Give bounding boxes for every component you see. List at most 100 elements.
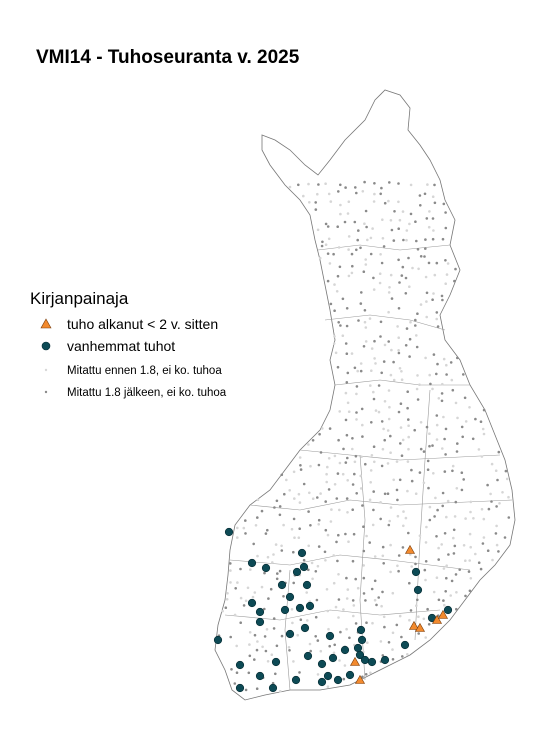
plot-dot <box>424 541 428 544</box>
plot-dot <box>489 492 492 496</box>
plot-dot <box>256 498 260 502</box>
plot-dot <box>389 543 392 547</box>
plot-dot <box>427 225 431 229</box>
plot-dot <box>441 504 445 508</box>
plot-dot <box>311 497 315 501</box>
plot-dot <box>382 615 386 619</box>
plot-dot <box>354 186 357 189</box>
plot-dot <box>424 636 428 639</box>
plot-dot <box>441 237 445 241</box>
old-damage-marker <box>360 655 370 665</box>
old-damage-marker <box>411 567 421 577</box>
plot-dot <box>374 409 378 412</box>
plot-dot <box>450 579 454 583</box>
plot-dot <box>355 385 359 388</box>
plot-dot <box>321 427 324 430</box>
plot-dot <box>324 500 328 503</box>
plot-dot <box>460 488 464 492</box>
plot-dot <box>333 335 336 338</box>
plot-dot <box>424 247 427 250</box>
plot-dot <box>350 352 354 355</box>
plot-dot <box>275 577 279 581</box>
plot-dot <box>242 604 246 607</box>
plot-dot <box>379 320 383 324</box>
plot-dot <box>460 425 464 429</box>
plot-dot <box>333 643 337 647</box>
plot-dot <box>418 534 422 537</box>
plot-dot <box>389 434 392 438</box>
plot-dot <box>363 320 367 324</box>
plot-dot <box>371 621 374 625</box>
plot-dot <box>278 505 282 508</box>
plot-dot <box>381 237 385 240</box>
plot-dot <box>437 397 441 400</box>
plot-dot <box>359 369 363 373</box>
plot-dot <box>225 598 229 601</box>
plot-dot <box>426 459 430 463</box>
plot-dot <box>377 384 381 387</box>
plot-dot <box>442 202 446 206</box>
plot-dot <box>293 536 296 539</box>
plot-dot <box>454 401 458 405</box>
plot-dot <box>402 510 405 513</box>
plot-dot <box>433 515 436 518</box>
old-damage-marker <box>255 617 265 627</box>
plot-dot <box>456 416 459 420</box>
plot-dot <box>461 435 465 439</box>
plot-dot <box>424 560 428 563</box>
plot-dot <box>426 468 430 472</box>
plot-dot <box>372 508 375 512</box>
plot-dot <box>381 447 385 451</box>
plot-dot <box>266 660 270 663</box>
plot-dot <box>442 357 446 361</box>
plot-dot <box>326 609 330 613</box>
plot-dot <box>344 186 347 189</box>
plot-dot <box>456 356 459 360</box>
plot-dot <box>226 592 229 595</box>
plot-dot <box>369 384 372 387</box>
plot-dot <box>280 634 284 638</box>
plot-dot <box>428 373 432 377</box>
plot-dot <box>481 427 485 431</box>
old-damage-marker <box>340 645 350 655</box>
plot-dot <box>339 212 342 216</box>
plot-dot <box>316 228 320 232</box>
plot-dot <box>480 455 484 458</box>
plot-dot <box>298 456 302 459</box>
plot-dot <box>425 217 429 220</box>
plot-dot <box>397 351 401 355</box>
plot-dot <box>472 517 475 520</box>
plot-dot <box>292 470 296 474</box>
legend-label: Mitattu 1.8 jälkeen, ei ko. tuhoa <box>67 387 227 399</box>
plot-dot <box>387 417 391 421</box>
plot-dot <box>356 238 360 242</box>
plot-dot <box>359 487 363 490</box>
plot-dot <box>402 238 405 242</box>
plot-dot <box>319 649 323 653</box>
plot-dot <box>299 618 303 621</box>
plot-dot <box>236 581 239 584</box>
plot-dot <box>398 218 402 222</box>
plot-dot <box>501 491 504 494</box>
plot-dot <box>382 427 385 431</box>
plot-dot <box>379 335 382 338</box>
plot-dot <box>311 439 315 442</box>
plot-dot <box>339 324 342 327</box>
plot-dot <box>264 649 268 653</box>
plot-dot <box>364 326 368 329</box>
plot-dot <box>244 688 248 692</box>
plot-dot <box>386 462 390 465</box>
old-damage-marker <box>317 659 327 669</box>
plot-dot <box>431 298 434 302</box>
country-outline <box>214 89 516 701</box>
plot-dot <box>391 591 395 595</box>
plot-dot <box>335 540 338 544</box>
plot-dot <box>272 627 276 630</box>
plot-dot <box>373 339 376 343</box>
plot-dot <box>355 411 358 414</box>
plot-dot <box>372 276 375 280</box>
plot-dot <box>311 577 314 581</box>
plot-dot <box>462 544 466 547</box>
legend-title: Kirjanpainaja <box>30 289 129 308</box>
